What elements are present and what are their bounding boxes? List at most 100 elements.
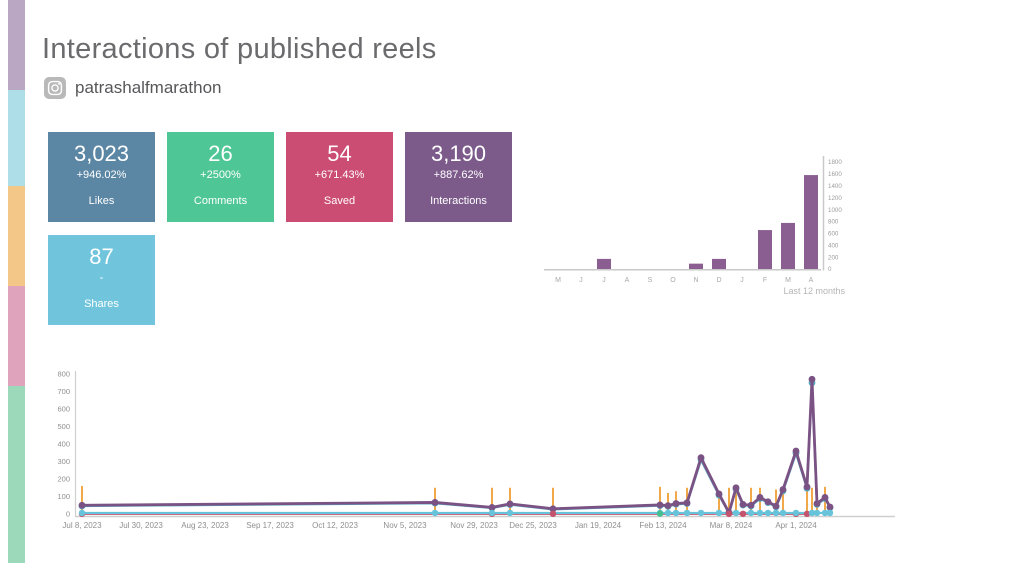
strip-band-green — [8, 386, 25, 563]
line-chart-x-tick-label: Sep 17, 2023 — [246, 521, 294, 530]
line-chart-y-tick-label: 300 — [57, 457, 70, 466]
shares-point — [683, 509, 691, 517]
interactions-point — [764, 498, 772, 506]
bar-chart-month-label: J — [602, 277, 606, 284]
bar-chart-month-label: A — [809, 277, 814, 284]
interactions-point — [772, 502, 780, 510]
bar-chart-month-label: O — [670, 277, 676, 284]
line-chart-y-tick-label: 600 — [57, 405, 70, 414]
bar — [689, 263, 703, 269]
interactions-point — [821, 493, 829, 501]
interactions-point — [697, 454, 705, 462]
stat-cards-row: 3,023 +946.02% Likes 26 +2500% Comments … — [48, 132, 512, 222]
shares-change: - — [99, 272, 104, 284]
line-chart-x-tick-label: Nov 5, 2023 — [383, 521, 427, 530]
stat-card-comments: 26 +2500% Comments — [167, 132, 274, 222]
shares-point — [488, 509, 496, 517]
shares-point — [821, 509, 829, 517]
interactions-point — [732, 484, 740, 492]
shares-point — [792, 509, 800, 517]
left-color-strip — [8, 0, 25, 563]
line-chart-y-tick-label: 700 — [57, 387, 70, 396]
bar-chart-month-label: D — [716, 277, 721, 284]
interactions-point — [826, 503, 834, 511]
line-chart-x-tick-label: Aug 23, 2023 — [181, 521, 229, 530]
shares-point — [779, 509, 787, 517]
interactions-point — [656, 501, 664, 509]
saved-point — [725, 510, 733, 518]
interactions-point — [506, 500, 514, 508]
line-chart-x-tick-label: Oct 12, 2023 — [312, 521, 358, 530]
shares-label: Shares — [84, 298, 119, 310]
line-chart-x-tick-label: Jul 30, 2023 — [119, 521, 163, 530]
page-title: Interactions of published reels — [42, 33, 437, 65]
bar-chart-month-label: J — [740, 277, 744, 284]
likes-value: 3,023 — [73, 141, 130, 166]
bar-chart-y-tick-label: 1400 — [828, 183, 842, 190]
interactions-point — [747, 501, 755, 509]
interactions-point — [549, 505, 557, 513]
line-chart-y-tick-label: 0 — [66, 510, 70, 519]
shares-point — [78, 509, 86, 517]
comments-label: Comments — [193, 195, 248, 207]
interactions-point — [78, 501, 86, 509]
saved-label: Saved — [323, 195, 356, 207]
shares-point — [506, 509, 514, 517]
shares-point — [664, 509, 672, 517]
interactions-point — [808, 375, 816, 383]
interactions-point — [715, 490, 723, 498]
bar-chart-month-label: M — [785, 277, 791, 284]
line-chart-x-tick-label: Feb 13, 2024 — [639, 521, 687, 530]
interactions-point — [431, 499, 439, 506]
bar — [804, 175, 818, 269]
interactions-point — [813, 500, 821, 507]
shares-point — [732, 509, 740, 517]
shares-point — [772, 509, 780, 517]
shares-value: 87 — [89, 244, 114, 269]
line-chart-x-tick-label: Apr 1, 2024 — [775, 521, 817, 530]
shares-point — [813, 509, 821, 517]
bar-chart-y-tick-label: 1800 — [828, 159, 842, 166]
bar-chart-y-tick-label: 200 — [828, 254, 839, 261]
interactions-point — [672, 500, 680, 507]
interactions-point — [683, 499, 691, 507]
bar-chart-month-label: N — [693, 277, 698, 284]
bar — [758, 230, 772, 269]
line-chart-y-tick-label: 100 — [57, 492, 70, 501]
comments-point — [656, 510, 664, 517]
line-chart-x-tick-label: Dec 25, 2023 — [509, 521, 557, 530]
interactions-point — [756, 493, 764, 501]
bar — [597, 258, 611, 269]
stat-card-interactions: 3,190 +887.62% Interactions — [405, 132, 512, 222]
bar-chart-month-label: M — [555, 277, 561, 284]
account-row: patrashalfmarathon — [44, 77, 221, 99]
bar-chart-month-label: A — [625, 277, 630, 284]
shares-point — [764, 509, 772, 517]
interactions-value: 3,190 — [430, 141, 487, 166]
bar-chart-month-label: S — [648, 277, 653, 284]
interactions-point — [792, 447, 800, 455]
stat-card-likes: 3,023 +946.02% Likes — [48, 132, 155, 222]
bar-chart-y-tick-label: 1200 — [828, 195, 842, 202]
line-chart-x-tick-label: Jan 19, 2024 — [575, 521, 622, 530]
shares-point — [826, 509, 834, 517]
bar — [781, 222, 795, 269]
stat-cards-row-2: 87 - Shares — [48, 235, 155, 325]
interactions-point — [739, 500, 747, 508]
line-chart-y-tick-label: 800 — [57, 370, 70, 379]
line-chart-x-tick-label: Mar 8, 2024 — [710, 521, 753, 530]
strip-band-lavender — [8, 0, 25, 90]
interactions-point — [488, 503, 496, 511]
bar-chart-month-label: J — [579, 277, 583, 284]
strip-band-light-blue — [8, 90, 25, 186]
interactions-label: Interactions — [430, 195, 487, 207]
saved-value: 54 — [327, 141, 352, 166]
shares-point — [756, 509, 764, 517]
bar-chart-y-tick-label: 1600 — [828, 171, 842, 178]
interactions-point — [803, 483, 811, 491]
saved-point — [549, 510, 557, 518]
interactions-point — [779, 486, 787, 493]
interactions-timeline-line-chart: 0 100 200 300 400 500 600 700 800 Jul 8, 2023 Jul … — [57, 370, 895, 530]
bar-chart-caption: Last 12 months — [783, 286, 845, 296]
shares-point — [747, 509, 755, 517]
